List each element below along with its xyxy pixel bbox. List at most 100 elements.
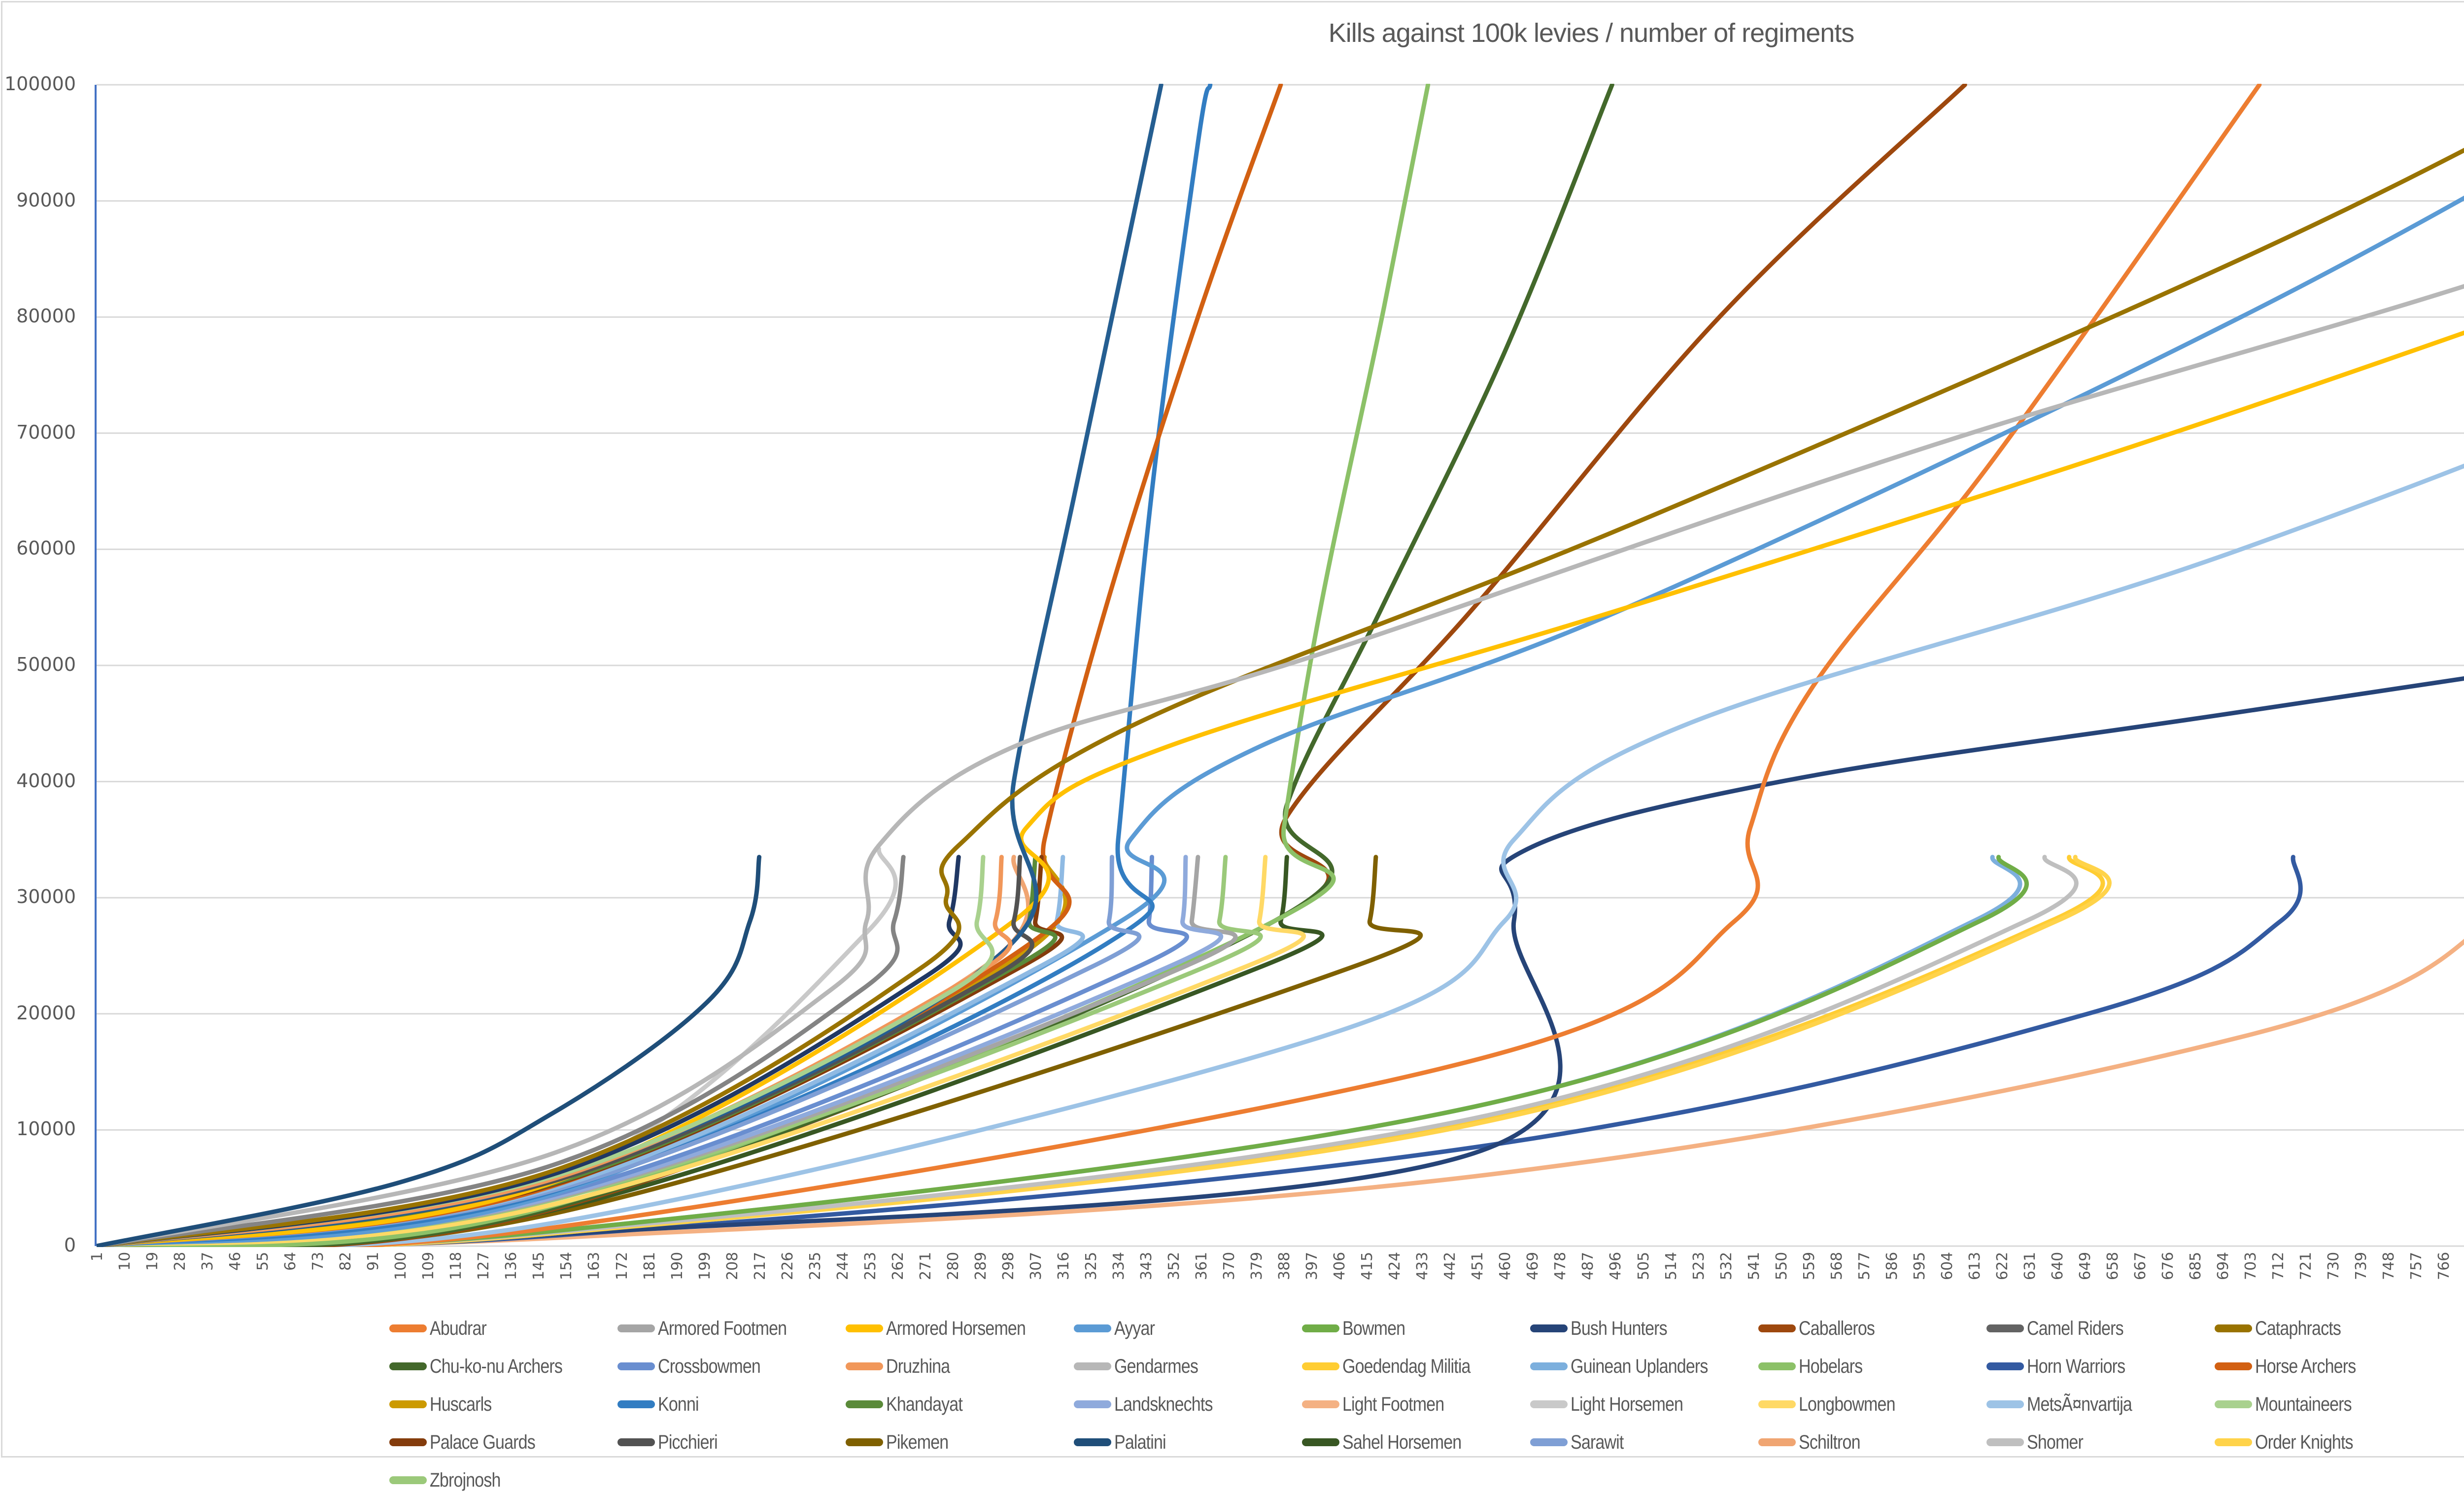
legend-item[interactable]: Goedendag Militia xyxy=(1302,1352,1493,1381)
legend-item[interactable]: Order Knights xyxy=(2215,1427,2370,1457)
legend-swatch-icon xyxy=(1302,1400,1339,1408)
legend-label: Chu-ko-nu Archers xyxy=(430,1355,563,1377)
x-tick-label: 19 xyxy=(144,1252,162,1271)
legend-label: Bush Hunters xyxy=(1571,1317,1668,1339)
legend-item[interactable]: Pikemen xyxy=(846,1427,959,1457)
x-tick-label: 55 xyxy=(254,1252,272,1271)
x-tick-label: 586 xyxy=(1883,1252,1901,1280)
legend-item[interactable]: Horn Warriors xyxy=(1986,1352,2142,1381)
x-tick-label: 442 xyxy=(1441,1252,1459,1280)
legend-item[interactable]: Bowmen xyxy=(1302,1314,1416,1343)
legend-item[interactable]: Mountaineers xyxy=(2215,1390,2368,1419)
x-tick-label: 460 xyxy=(1497,1252,1514,1280)
legend-item[interactable]: Crossbowmen xyxy=(617,1352,779,1381)
legend-swatch-icon xyxy=(1986,1362,2024,1370)
legend-label: Abudrar xyxy=(430,1317,487,1339)
legend-item[interactable]: Horse Archers xyxy=(2215,1352,2373,1381)
x-tick-label: 91 xyxy=(365,1252,382,1271)
legend-item[interactable]: Bush Hunters xyxy=(1530,1314,1684,1343)
legend-swatch-icon xyxy=(846,1362,883,1370)
x-tick-label: 424 xyxy=(1386,1252,1404,1280)
legend-item[interactable]: Huscarls xyxy=(389,1390,503,1419)
legend-label: Konni xyxy=(658,1393,699,1415)
legend-item[interactable]: Khandayat xyxy=(846,1390,976,1419)
legend-label: Light Footmen xyxy=(1342,1393,1444,1415)
legend-item[interactable]: Gendarmes xyxy=(1074,1352,1213,1381)
legend-label: Druzhina xyxy=(886,1355,950,1377)
legend-item[interactable]: Cataphracts xyxy=(2215,1314,2356,1343)
plot-area xyxy=(95,84,2464,1247)
legend-item[interactable]: Ayyar xyxy=(1074,1314,1162,1343)
x-tick-label: 721 xyxy=(2297,1252,2315,1280)
x-tick-label: 118 xyxy=(447,1252,465,1280)
x-tick-label: 712 xyxy=(2270,1252,2288,1280)
legend-label: Khandayat xyxy=(886,1393,963,1415)
legend-item[interactable]: Camel Riders xyxy=(1986,1314,2140,1343)
legend-swatch-icon xyxy=(2215,1324,2252,1332)
x-tick-label: 298 xyxy=(999,1252,1017,1280)
legend-item[interactable]: Palatini xyxy=(1074,1427,1175,1457)
legend-item[interactable]: Schiltron xyxy=(1758,1427,1871,1457)
legend-label: Horn Warriors xyxy=(2027,1355,2125,1377)
x-tick-label: 253 xyxy=(861,1252,879,1280)
legend-label: Armored Footmen xyxy=(658,1317,787,1339)
x-tick-label: 685 xyxy=(2187,1252,2205,1280)
x-tick-label: 640 xyxy=(2049,1252,2066,1280)
x-tick-label: 73 xyxy=(309,1252,327,1271)
x-tick-label: 307 xyxy=(1027,1252,1045,1280)
x-tick-label: 496 xyxy=(1607,1252,1625,1280)
legend-swatch-icon xyxy=(1074,1362,1111,1370)
legend-item[interactable]: Guinean Uplanders xyxy=(1530,1352,1732,1381)
legend-item[interactable]: Druzhina xyxy=(846,1352,961,1381)
legend-item[interactable]: Landsknechts xyxy=(1074,1390,1230,1419)
series-line-mets-nvartija xyxy=(97,463,2464,1247)
legend-item[interactable]: Hobelars xyxy=(1758,1352,1874,1381)
legend-item[interactable]: Picchieri xyxy=(617,1427,728,1457)
legend-item[interactable]: Longbowmen xyxy=(1758,1390,1912,1419)
legend-item[interactable]: MetsÃ¤nvartija xyxy=(1986,1390,2151,1419)
legend-swatch-icon xyxy=(2215,1438,2252,1446)
legend-item[interactable]: Light Horsemen xyxy=(1530,1390,1703,1419)
legend-item[interactable]: Armored Footmen xyxy=(617,1314,809,1343)
x-tick-label: 334 xyxy=(1110,1252,1128,1280)
x-tick-label: 343 xyxy=(1138,1252,1156,1280)
x-tick-label: 541 xyxy=(1745,1252,1763,1280)
y-tick-label: 80000 xyxy=(16,305,76,327)
legend-item[interactable]: Sarawit xyxy=(1530,1427,1633,1457)
legend-item[interactable]: Shomer xyxy=(1986,1427,2093,1457)
x-tick-label: 352 xyxy=(1165,1252,1183,1280)
legend-swatch-icon xyxy=(1530,1324,1568,1332)
legend-item[interactable]: Caballeros xyxy=(1758,1314,1888,1343)
legend-item[interactable]: Zbrojnosh xyxy=(389,1465,513,1495)
x-tick-label: 262 xyxy=(889,1252,907,1280)
x-tick-label: 190 xyxy=(668,1252,686,1280)
x-tick-label: 226 xyxy=(779,1252,796,1280)
series-line-hobelars xyxy=(97,84,1431,1247)
legend-item[interactable]: Abudrar xyxy=(389,1314,496,1343)
y-tick-label: 70000 xyxy=(16,421,76,443)
x-tick-label: 658 xyxy=(2104,1252,2122,1280)
legend-item[interactable]: Sahel Horsemen xyxy=(1302,1427,1482,1457)
series-line-palatini xyxy=(97,855,762,1247)
legend-item[interactable]: Konni xyxy=(617,1390,706,1419)
x-tick-label: 145 xyxy=(530,1252,548,1280)
legend-swatch-icon xyxy=(846,1400,883,1408)
x-tick-label: 766 xyxy=(2435,1252,2453,1280)
legend-item[interactable]: Chu-ko-nu Archers xyxy=(389,1352,585,1381)
series-line-cataphracts xyxy=(97,148,2464,1247)
legend-item[interactable]: Palace Guards xyxy=(389,1427,554,1457)
legend-swatch-icon xyxy=(2215,1400,2252,1408)
legend-label: Schiltron xyxy=(1799,1431,1860,1453)
legend-label: Landsknechts xyxy=(1114,1393,1213,1415)
x-tick-label: 280 xyxy=(944,1252,962,1280)
series-line-gendarmes xyxy=(97,284,2464,1247)
x-tick-label: 523 xyxy=(1690,1252,1708,1280)
series-line-armored-horsemen xyxy=(97,330,2464,1247)
legend-item[interactable]: Light Footmen xyxy=(1302,1390,1462,1419)
legend-label: Armored Horsemen xyxy=(886,1317,1026,1339)
legend-swatch-icon xyxy=(389,1324,427,1332)
legend-item[interactable]: Armored Horsemen xyxy=(846,1314,1050,1343)
x-tick-label: 415 xyxy=(1359,1252,1376,1280)
x-tick-label: 577 xyxy=(1855,1252,1873,1280)
x-tick-label: 289 xyxy=(972,1252,990,1280)
